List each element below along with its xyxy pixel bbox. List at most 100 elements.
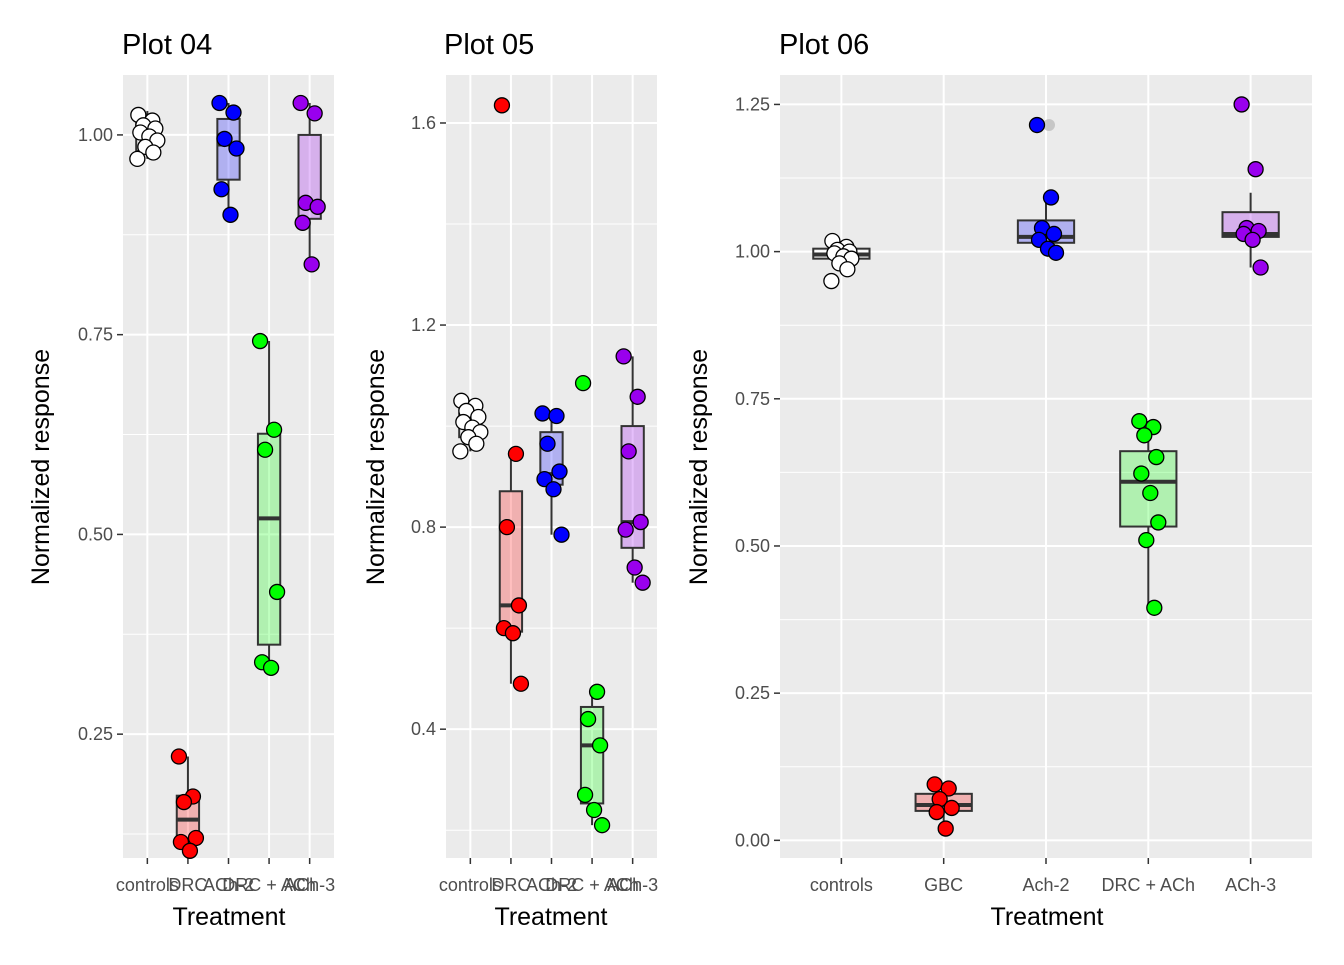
plot-06-point <box>928 803 945 821</box>
plot-04-point <box>294 214 311 231</box>
plot-04-point <box>222 206 239 223</box>
plot-05-xtick-label: ACh-3 <box>607 875 658 895</box>
plot-04-point <box>268 583 286 601</box>
plot-04-point <box>129 150 146 168</box>
plot-06-point <box>1150 514 1167 531</box>
plot-04-title: Plot 04 <box>122 29 212 61</box>
plot-06-ytick-label: 0.50 <box>735 536 770 556</box>
plot-06-point <box>1244 231 1261 248</box>
plot-05-ytick-label: 0.4 <box>411 719 436 739</box>
plot-04-ytick-label: 0.75 <box>78 325 113 345</box>
plot-06-point <box>839 261 856 278</box>
plot-05-point <box>634 574 651 591</box>
plot-05-point <box>551 463 568 480</box>
plot-06-xtick-label: DRC + ACh <box>1102 875 1196 895</box>
plot-06-point <box>823 272 840 290</box>
plot-04-ytick-label: 1.00 <box>78 125 113 145</box>
plot-05-point <box>626 559 643 576</box>
plot-06-point <box>1042 189 1060 206</box>
plot-06-point <box>1047 244 1065 261</box>
plot-04-point <box>181 842 199 859</box>
plot-04-point <box>306 105 323 122</box>
plot-06-point <box>1252 259 1269 276</box>
plot-04-point <box>170 748 188 765</box>
plot-05-ytick-label: 0.8 <box>411 517 436 537</box>
plot-06-xtick-label: ACh-3 <box>1225 875 1276 895</box>
plot-06-point <box>1045 225 1063 243</box>
plot-05-point <box>534 405 551 422</box>
plot-04-point <box>262 659 280 676</box>
plot-05-point <box>548 407 565 425</box>
plot-05-point <box>632 513 649 531</box>
plot-04-xtick-label: DRC <box>168 875 207 895</box>
plot-05-title: Plot 05 <box>444 29 534 61</box>
plot-04-ytick-label: 0.50 <box>78 524 113 544</box>
plot-06-xlabel: Treatment <box>990 903 1103 931</box>
plot-04-point <box>211 94 228 112</box>
plot-05-xtick-label: ACh-2 <box>526 875 577 895</box>
plot-06-point <box>1233 96 1250 113</box>
plot-05-point <box>507 445 525 463</box>
plot-04-point <box>145 144 162 161</box>
plot-06-xtick-label: controls <box>810 875 873 895</box>
plot-06-title: Plot 06 <box>779 29 869 61</box>
plot-04-point <box>265 421 283 438</box>
plot-05-point <box>452 443 469 460</box>
plot-04-point <box>303 256 320 273</box>
plot-04-ylabel: Normalized response <box>27 349 55 585</box>
plot-05-ylabel: Normalized response <box>362 349 390 585</box>
plot-06-point <box>1148 448 1165 466</box>
plot-05-point <box>629 388 646 405</box>
plot-06-point <box>1131 413 1148 430</box>
plot-04-point <box>309 198 326 215</box>
plot-04-point <box>175 793 193 811</box>
plot-05-point <box>615 348 632 365</box>
plot-05-point <box>620 443 637 460</box>
plot-05-point <box>574 374 592 392</box>
plot-05-point <box>588 683 606 700</box>
plot-05-point <box>576 786 594 804</box>
plot-05-point <box>510 597 528 614</box>
plot-04-xtick-label: controls <box>116 875 179 895</box>
plot-04-point <box>216 130 233 148</box>
plot-06-point <box>1142 484 1159 502</box>
plot-04-xtick-label: ACh-2 <box>203 875 254 895</box>
plot-05-xtick-label: DRC <box>491 875 530 895</box>
plot-06-point <box>1146 599 1163 616</box>
plot-05-point <box>545 481 562 498</box>
plot-05-point <box>593 817 611 834</box>
plot-05-xlabel: Treatment <box>494 903 607 931</box>
plot-04-point <box>251 332 269 350</box>
plot-05-ytick-label: 1.6 <box>411 113 436 133</box>
plot-05-point <box>493 97 511 114</box>
plot-05-point <box>468 435 485 452</box>
plot-04-point <box>256 441 274 458</box>
plot-04-point <box>225 104 242 121</box>
plot-06-point <box>1133 465 1150 482</box>
plot-04-xlabel: Treatment <box>172 903 285 931</box>
plot-04-point <box>228 140 245 157</box>
plot-06-marks: 0.00 0.25 0.50 0.75 1.00 1.25 controls GBC Ach-2… <box>735 75 1312 895</box>
plot-06-point <box>1136 427 1153 444</box>
plot-06-ytick-label: 1.00 <box>735 242 770 262</box>
plot-06-point <box>1247 161 1264 178</box>
plot-06-xtick-label: GBC <box>924 875 963 895</box>
plot-05-xtick-label: DRC + ACh <box>545 875 639 895</box>
plot-04-xtick-label: DRC + ACh <box>222 875 316 895</box>
plot-05-point <box>585 801 603 819</box>
plot-05-point <box>498 518 516 536</box>
plot-06-point <box>940 780 957 797</box>
plot-05-xtick-label: controls <box>439 875 502 895</box>
plot-06: 0.00 0.25 0.50 0.75 1.00 1.25 controls GBC Ach-2… <box>685 29 1312 931</box>
plot-06-ytick-label: 0.00 <box>735 830 770 850</box>
plot-05-point <box>539 435 556 452</box>
plot-06-point <box>1138 531 1155 549</box>
plot-05-point <box>553 526 570 543</box>
plot-04-box <box>256 432 282 646</box>
